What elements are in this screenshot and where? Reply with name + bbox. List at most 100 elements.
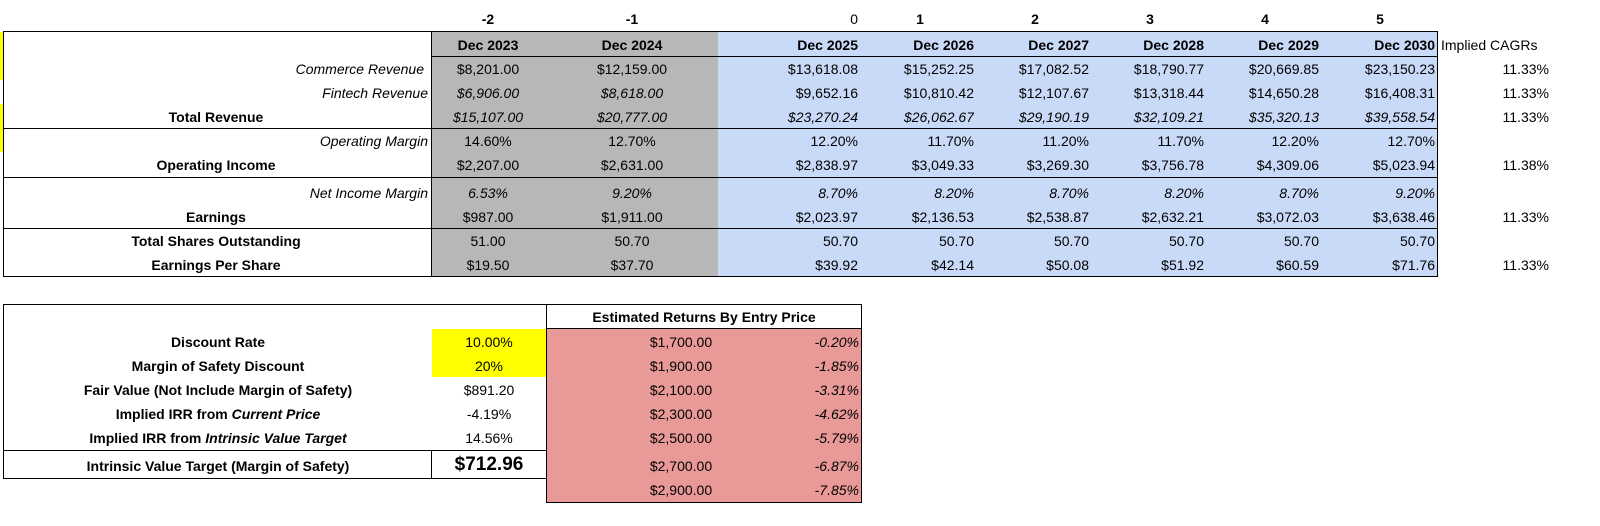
table-cell[interactable]: $14,650.28 [1248,85,1319,101]
table-cell[interactable]: $23,270.24 [787,109,858,125]
table-cell[interactable]: $5,023.94 [1372,157,1435,173]
cagr-header[interactable]: Implied CAGRs [1441,37,1538,53]
table-cell[interactable]: $2,136.53 [911,209,974,225]
table-cell[interactable]: 50.70 [822,233,858,249]
cagr-cell[interactable]: 11.33% [1502,109,1549,125]
cagr-cell[interactable]: 11.33% [1502,85,1549,101]
table-cell[interactable]: $3,269.30 [1026,157,1089,173]
column-header-dec-2027[interactable]: Dec 2027 [1028,37,1089,53]
returns-title[interactable]: Estimated Returns By Entry Price [592,309,816,325]
table-cell[interactable]: $32,109.21 [1133,109,1204,125]
column-header-dec-2028[interactable]: Dec 2028 [1143,37,1204,53]
table-cell[interactable]: $60.59 [1276,257,1319,273]
column-header-dec-2025[interactable]: Dec 2025 [797,37,858,53]
table-cell[interactable]: $16,408.31 [1364,85,1435,101]
entry-price-cell[interactable]: $2,500.00 [649,430,713,446]
table-cell[interactable]: $15,252.25 [903,61,974,77]
table-cell[interactable]: $2,538.87 [1026,209,1089,225]
column-header-dec-2024[interactable]: Dec 2024 [601,37,663,53]
table-cell[interactable]: 11.20% [1042,133,1089,149]
table-cell[interactable]: 50.70 [1168,233,1204,249]
table-cell[interactable]: $4,309.06 [1256,157,1319,173]
column-header-dec-2029[interactable]: Dec 2029 [1258,37,1319,53]
estimated-return-cell[interactable]: -1.85% [814,358,859,374]
label-irr-current-price[interactable]: Implied IRR from Current Price [4,402,432,426]
entry-price-cell[interactable]: $2,700.00 [649,458,713,474]
estimated-return-cell[interactable]: -7.85% [814,482,859,498]
entry-price-cell[interactable]: $2,300.00 [649,406,713,422]
table-cell[interactable]: 8.70% [1049,185,1089,201]
table-cell[interactable]: $37.70 [610,257,654,273]
row-label-earnings-per-share[interactable]: Earnings Per Share [151,257,281,273]
table-cell[interactable]: 14.60% [464,133,512,149]
fair-value-cell[interactable]: $891.20 [463,382,515,398]
table-cell[interactable]: $10,810.42 [903,85,974,101]
table-cell[interactable]: $2,023.97 [795,209,858,225]
table-cell[interactable]: 11.70% [927,133,974,149]
table-cell[interactable]: $29,190.19 [1018,109,1089,125]
row-label-earnings[interactable]: Earnings [186,209,246,225]
label-intrinsic-value-target[interactable]: Intrinsic Value Target (Margin of Safety… [86,458,350,474]
cagr-cell[interactable]: 11.33% [1502,61,1549,77]
table-cell[interactable]: 8.20% [934,185,974,201]
estimated-return-cell[interactable]: -6.87% [814,458,859,474]
table-cell[interactable]: $20,669.85 [1248,61,1319,77]
table-cell[interactable]: 12.20% [1271,133,1319,149]
table-cell[interactable]: 50.70 [1283,233,1319,249]
column-header-dec-2026[interactable]: Dec 2026 [913,37,974,53]
table-cell[interactable]: 50.70 [938,233,974,249]
row-label-operating-income[interactable]: Operating Income [156,157,276,173]
entry-price-cell[interactable]: $2,100.00 [649,382,713,398]
table-cell[interactable]: $3,756.78 [1141,157,1204,173]
table-cell[interactable]: $8,618.00 [600,85,664,101]
table-cell[interactable]: $18,790.77 [1133,61,1204,77]
table-cell[interactable]: $35,320.13 [1248,109,1319,125]
table-cell[interactable]: $26,062.67 [903,109,974,125]
table-cell[interactable]: $2,631.00 [600,157,664,173]
row-label-total-shares-outstanding[interactable]: Total Shares Outstanding [131,233,301,249]
table-cell[interactable]: $15,107.00 [452,109,524,125]
irr-current-price-cell[interactable]: -4.19% [466,406,512,422]
table-cell[interactable]: $13,618.08 [787,61,858,77]
estimated-return-cell[interactable]: -5.79% [814,430,859,446]
table-cell[interactable]: $50.08 [1046,257,1089,273]
column-header-dec-2030[interactable]: Dec 2030 [1374,37,1435,53]
estimated-return-cell[interactable]: -4.62% [814,406,859,422]
estimated-return-cell[interactable]: -3.31% [814,382,859,398]
table-cell[interactable]: $3,072.03 [1256,209,1319,225]
table-cell[interactable]: $2,838.97 [795,157,858,173]
entry-price-cell[interactable]: $1,900.00 [649,358,713,374]
discount-rate-input[interactable]: 10.00% [465,334,513,350]
table-cell[interactable]: 50.70 [614,233,650,249]
table-cell[interactable]: $71.76 [1392,257,1435,273]
cagr-cell[interactable]: 11.38% [1502,157,1549,173]
table-cell[interactable]: 8.70% [1279,185,1319,201]
table-cell[interactable]: $8,201.00 [456,61,520,77]
row-label-fintech-revenue[interactable]: Fintech Revenue [322,85,428,101]
table-cell[interactable]: $39,558.54 [1364,109,1435,125]
table-cell[interactable]: $17,082.52 [1018,61,1089,77]
table-cell[interactable]: $3,638.46 [1372,209,1435,225]
table-cell[interactable]: 11.70% [1157,133,1204,149]
row-label-net-income-margin[interactable]: Net Income Margin [309,185,428,201]
table-cell[interactable]: $51.92 [1161,257,1204,273]
table-cell[interactable]: $1,911.00 [601,209,663,225]
table-cell[interactable]: $12,159.00 [596,61,668,77]
row-label-commerce-revenue[interactable]: Commerce Revenue [295,61,424,77]
cagr-cell[interactable]: 11.33% [1502,257,1549,273]
table-cell[interactable]: $20,777.00 [596,109,668,125]
table-cell[interactable]: 12.20% [810,133,858,149]
table-cell[interactable]: 6.53% [468,185,508,201]
table-cell[interactable]: $23,150.23 [1364,61,1435,77]
table-cell[interactable]: 8.70% [818,185,858,201]
table-cell[interactable]: $13,318.44 [1133,85,1204,101]
row-label-operating-margin[interactable]: Operating Margin [319,133,428,149]
table-cell[interactable]: 9.20% [612,185,652,201]
entry-price-cell[interactable]: $1,700.00 [649,334,713,350]
table-cell[interactable]: 50.70 [1399,233,1435,249]
row-label-total-revenue[interactable]: Total Revenue [168,109,264,125]
table-cell[interactable]: $2,207.00 [456,157,520,173]
table-cell[interactable]: 12.70% [1387,133,1435,149]
cagr-cell[interactable]: 11.33% [1502,209,1549,225]
table-cell[interactable]: $6,906.00 [456,85,520,101]
